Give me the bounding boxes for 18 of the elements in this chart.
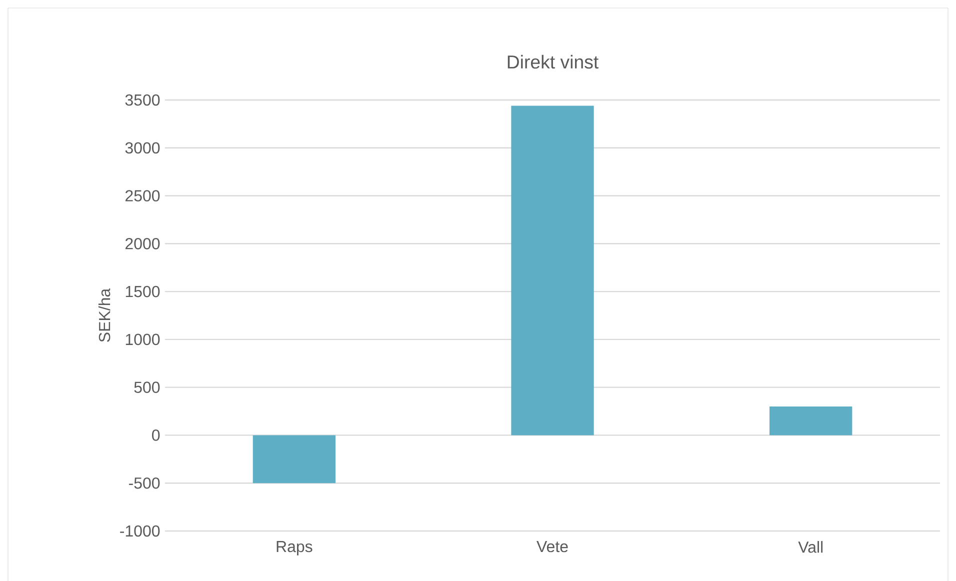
x-tick-label: Vete <box>536 541 568 552</box>
bar <box>252 435 336 484</box>
y-axis-title: SEK/ha <box>98 288 110 342</box>
y-tick-label: 2000 <box>126 238 160 250</box>
y-tick-label: -1000 <box>120 525 160 537</box>
chart-title: Direkt vinst <box>508 54 599 69</box>
bar <box>770 406 852 436</box>
bar <box>511 106 594 436</box>
x-tick-label: Raps <box>276 541 312 556</box>
y-tick-label: 3500 <box>125 94 160 106</box>
y-tick-label: 1000 <box>126 334 160 346</box>
y-tick-label: 500 <box>134 382 160 393</box>
y-tick-label: 2500 <box>126 190 160 202</box>
y-tick-label: -500 <box>128 477 160 489</box>
y-tick-label: 0 <box>152 430 160 441</box>
x-tick-label: Vall <box>798 541 823 553</box>
y-tick-label: 3000 <box>125 142 160 154</box>
y-tick-label: 1500 <box>126 286 160 298</box>
